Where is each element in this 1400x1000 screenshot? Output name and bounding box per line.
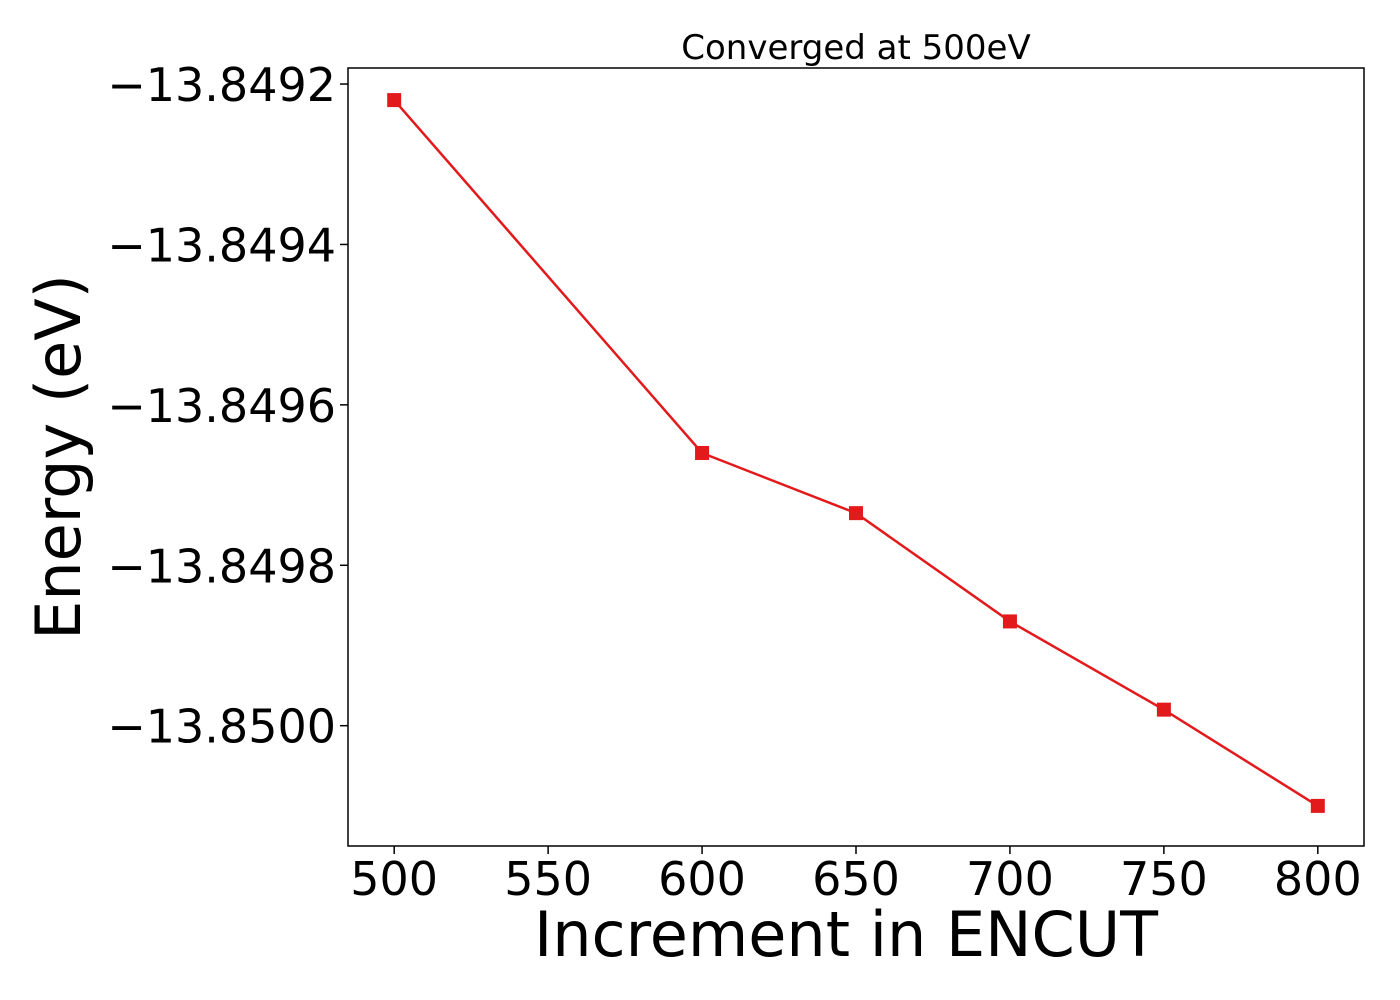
data-point [1156,702,1171,717]
data-point [1002,614,1017,629]
series-line [393,99,1319,807]
data-point [695,445,710,460]
x-tick-label: 500 [350,852,438,906]
chart-title: Converged at 500eV [681,28,1030,68]
x-axis: 500 550 600 650 700 750 800 [350,846,1362,906]
y-tick-label: −13.8494 [107,218,336,272]
x-tick-label: 750 [1120,852,1208,906]
plot-series [387,93,1325,813]
x-tick-label: 550 [504,852,592,906]
data-point [387,93,402,108]
y-tick-label: −13.8496 [107,379,336,433]
x-tick-label: 600 [658,852,746,906]
x-axis-label: Increment in ENCUT [534,898,1159,971]
y-axis: −13.8492 −13.8494 −13.8496 −13.8498 −13.8500 [107,58,348,754]
y-axis-label: Energy (eV) [22,274,95,640]
x-tick-label: 800 [1274,852,1362,906]
y-tick-label: −13.8500 [107,700,336,754]
y-tick-label: −13.8498 [107,539,336,593]
x-tick-label: 650 [812,852,900,906]
data-point [849,506,863,521]
x-tick-label: 700 [966,852,1054,906]
data-point [1310,798,1325,813]
plot-frame [347,67,1365,847]
y-tick-label: −13.8492 [107,58,336,112]
